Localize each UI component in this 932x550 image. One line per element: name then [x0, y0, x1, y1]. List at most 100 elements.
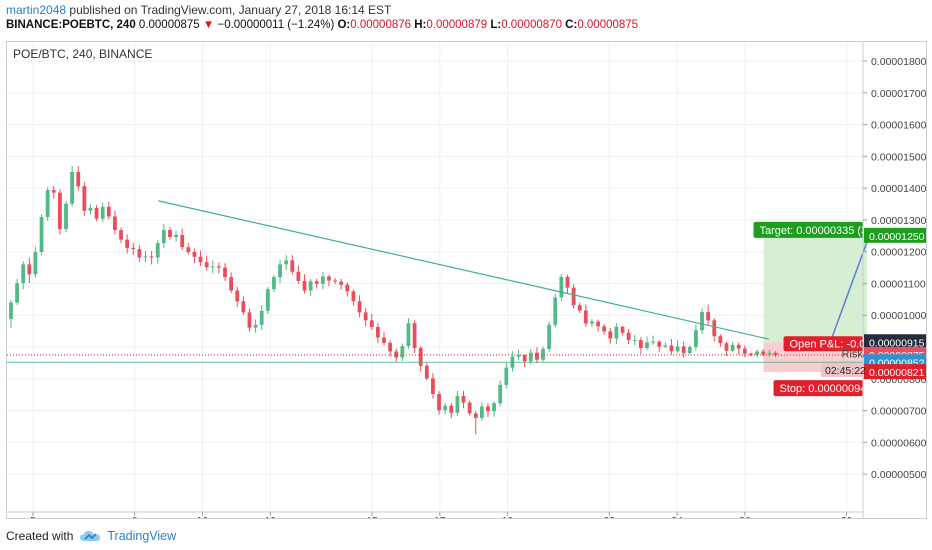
- candle-up: [174, 234, 178, 238]
- candle-down: [149, 256, 154, 258]
- candle-up: [88, 207, 93, 211]
- price-chart[interactable]: Target: 0.00000335 (36.61 Stop: 0.0000009…: [7, 42, 926, 518]
- time-tick-label: 26: [739, 515, 751, 518]
- price-tick-label: 0.00001600: [871, 120, 926, 132]
- candle-up: [694, 330, 698, 348]
- last-price: 0.00000875: [138, 19, 200, 31]
- time-tick-label: 15: [366, 515, 378, 518]
- time-tick-label: 17: [434, 515, 446, 518]
- pnl-label-bg: [783, 336, 863, 352]
- countdown-bg: [821, 362, 863, 377]
- publish-line: martin2048 published on TradingView.com,…: [6, 3, 391, 17]
- candle-down: [51, 190, 56, 193]
- candle-down: [125, 239, 130, 248]
- target-label: Target: 0.00000335 (36.61: [760, 225, 889, 237]
- candle-up: [15, 283, 19, 303]
- candle-down: [363, 312, 368, 321]
- candle-down: [137, 249, 142, 258]
- price-tick-label: 0.00001700: [871, 88, 926, 100]
- candle-down: [461, 395, 466, 403]
- candle-down: [314, 281, 319, 284]
- candle-down: [235, 290, 240, 302]
- candle-down: [602, 326, 607, 332]
- candle-up: [400, 346, 405, 358]
- close-label: C:: [565, 19, 578, 31]
- candle-down: [773, 352, 778, 355]
- candle-down: [82, 186, 87, 211]
- price-tick-label: 0.00000600: [871, 437, 926, 449]
- candle-down: [467, 402, 472, 414]
- stop-label-bg: [773, 380, 863, 397]
- candle-up: [645, 342, 649, 348]
- author-link[interactable]: martin2048: [6, 3, 67, 17]
- time-tick-label: 29: [841, 515, 853, 518]
- candle-down: [76, 171, 81, 187]
- candle-up: [614, 326, 619, 339]
- candle-up: [33, 252, 38, 275]
- price-tick-label: 0.00000700: [871, 406, 926, 418]
- candle-up: [528, 352, 533, 362]
- candle-up: [278, 264, 282, 278]
- time-tick-label: 12: [264, 515, 276, 518]
- price-tag-target-bg: [864, 227, 926, 243]
- candle-down: [247, 312, 252, 328]
- candle-up: [39, 217, 44, 253]
- candle-down: [577, 305, 582, 311]
- candle-down: [394, 351, 399, 358]
- open-label: O:: [337, 19, 351, 31]
- candle-up: [700, 312, 704, 331]
- candle-up: [730, 344, 735, 351]
- price-tick-label: 0.00001300: [871, 215, 926, 227]
- close-value: 0.00000875: [577, 19, 639, 31]
- candle-up: [455, 395, 460, 413]
- candle-down: [106, 206, 111, 217]
- ohlc-line: BINANCE:POEBTC, 240 0.00000875 ▼ −0.0000…: [6, 19, 638, 31]
- candle-up: [541, 348, 545, 360]
- candle-down: [761, 351, 766, 355]
- candle-up: [64, 203, 68, 230]
- candle-down: [681, 346, 686, 354]
- candle-up: [479, 406, 484, 418]
- candle-up: [259, 310, 264, 325]
- candle-down: [357, 301, 362, 313]
- candle-down: [327, 276, 331, 281]
- created-with-label: Created with: [6, 529, 74, 543]
- stop-label: Stop: 0.00000094 (10.: [780, 383, 889, 395]
- chart-title: POE/BTC, 240, BINANCE: [13, 47, 152, 61]
- open-value: 0.00000876: [350, 19, 412, 31]
- candle-up: [143, 256, 148, 258]
- candle-down: [712, 320, 717, 337]
- time-tick-label: 24: [671, 515, 683, 518]
- price-tick-label: 0.00000500: [871, 469, 926, 481]
- candle-up: [504, 367, 509, 385]
- candle-up: [45, 190, 50, 218]
- candle-down: [119, 230, 123, 240]
- projection-arrow: [828, 232, 872, 345]
- chart-frame[interactable]: Target: 0.00000335 (36.61 Stop: 0.0000009…: [6, 41, 927, 519]
- candle-down: [216, 266, 221, 268]
- candle-down: [113, 216, 117, 231]
- candle-down: [424, 365, 429, 379]
- candle-down: [742, 348, 747, 354]
- candle-up: [70, 171, 75, 204]
- candle-down: [168, 230, 172, 238]
- candle-up: [265, 289, 270, 311]
- price-tick-label: 0.00001400: [871, 183, 926, 195]
- symbol-label: BINANCE:POEBTC, 240: [6, 19, 136, 31]
- candle-down: [131, 247, 136, 250]
- candle-down: [437, 394, 441, 411]
- high-label: H:: [414, 19, 427, 31]
- candle-down: [583, 310, 588, 324]
- candle-down: [229, 277, 234, 291]
- candle-up: [767, 352, 772, 355]
- candle-down: [369, 320, 374, 328]
- candle-down: [565, 276, 570, 288]
- candle-up: [675, 346, 680, 352]
- candle-down: [669, 345, 674, 352]
- tradingview-brand[interactable]: TradingView: [107, 529, 177, 543]
- candle-down: [339, 281, 344, 285]
- candle-down: [333, 280, 337, 282]
- price-tick-label: 0.00001800: [871, 56, 926, 68]
- candle-down: [388, 342, 393, 352]
- trendline: [158, 200, 769, 340]
